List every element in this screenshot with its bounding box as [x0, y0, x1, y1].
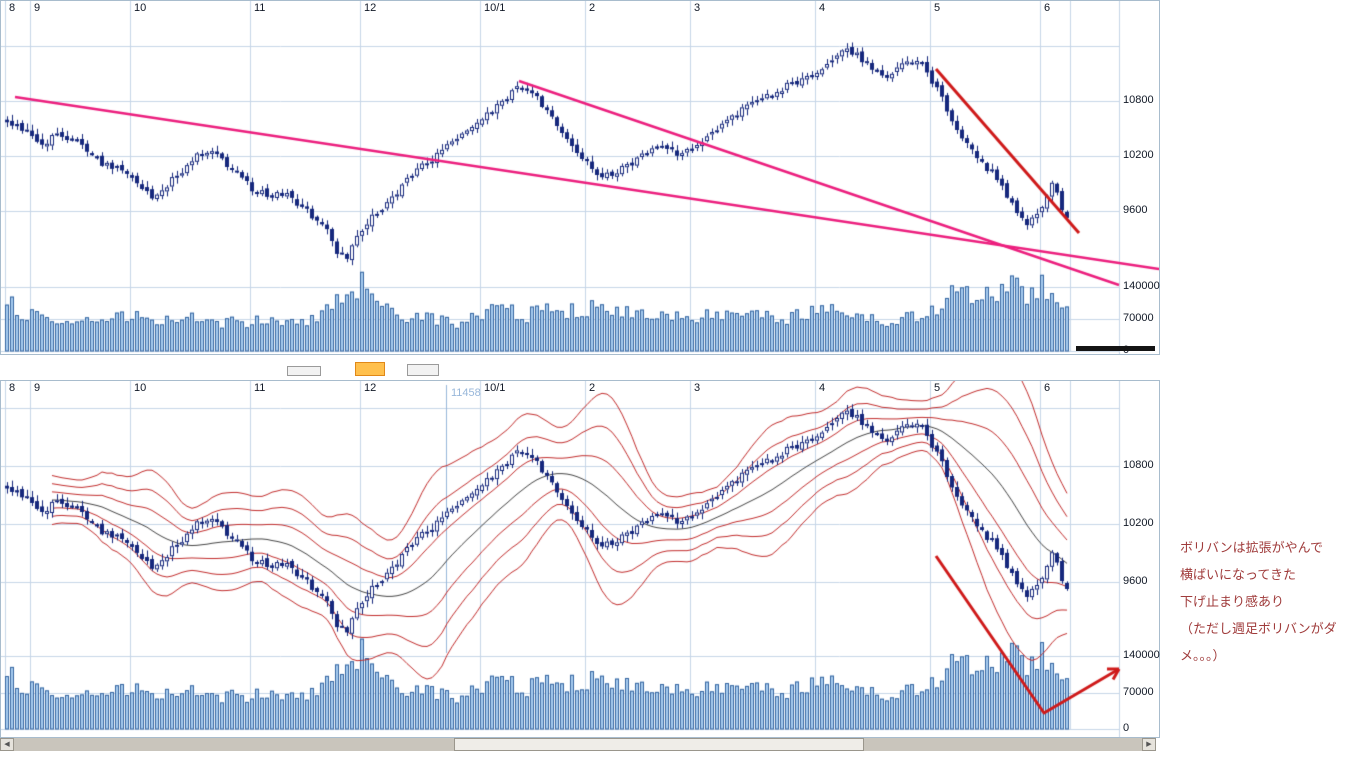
note-line-2: 横ばいになってきた [1180, 567, 1296, 582]
x-axis-label: 12 [364, 382, 377, 394]
y-axis-price-label: 10200 [1123, 149, 1154, 161]
x-axis-label: 6 [1044, 2, 1051, 14]
x-axis-label: 2 [589, 382, 596, 394]
scroll-right-button[interactable]: ▶ [1142, 738, 1156, 751]
y-axis-price-label: 9600 [1123, 204, 1148, 216]
y-axis-price-label: 10800 [1123, 459, 1154, 471]
toolbar-fragment-button[interactable] [407, 364, 439, 376]
x-axis-label: 10 [134, 2, 147, 14]
y-axis-volume-label: 70000 [1123, 686, 1154, 698]
daily-candlestick-chart-canvas[interactable] [1, 1, 1159, 354]
x-axis-label: 9 [34, 382, 41, 394]
x-axis-label: 5 [934, 382, 941, 394]
y-axis-volume-label: 140000 [1123, 280, 1160, 292]
x-axis-label: 5 [934, 2, 941, 14]
x-axis-label: 11 [254, 382, 266, 394]
toolbar-fragment-button[interactable] [287, 366, 321, 376]
x-axis-label: 8 [9, 2, 16, 14]
note-line-3: 下げ止まり感あり [1180, 594, 1285, 609]
x-axis-label: 11 [254, 2, 266, 14]
x-axis-label: 2 [589, 2, 596, 14]
x-axis-label: 10 [134, 382, 147, 394]
scrollbar-track[interactable] [14, 738, 1142, 751]
toolbar-fragment-highlighted-button[interactable] [355, 362, 385, 376]
analysis-note: ボリバンは拡張がやんで 横ばいになってきた 下げ止まり感あり （ただし週足ボリバ… [1180, 534, 1364, 669]
x-axis-label: 10/1 [484, 2, 506, 14]
y-axis-price-label: 9600 [1123, 575, 1148, 587]
bollinger-candlestick-chart-canvas[interactable] [1, 381, 1159, 737]
horizontal-scrollbar[interactable]: ◀ ▶ [0, 738, 1156, 751]
chart-bottom-divider-bar [1076, 346, 1155, 351]
x-axis-label: 12 [364, 2, 377, 14]
y-axis-price-label: 10800 [1123, 94, 1154, 106]
y-axis-volume-label: 0 [1123, 722, 1130, 734]
scroll-left-icon: ◀ [4, 741, 10, 748]
price-marker-label: 11458 [451, 387, 481, 399]
x-axis-label: 4 [819, 2, 826, 14]
x-axis-label: 8 [9, 382, 16, 394]
note-line-1: ボリバンは拡張がやんで [1180, 540, 1324, 555]
note-line-4: （ただし週足ボリバンがダ [1180, 621, 1337, 636]
y-axis-volume-label: 140000 [1123, 649, 1160, 661]
x-axis-label: 4 [819, 382, 826, 394]
scrollbar-thumb[interactable] [454, 738, 864, 751]
note-line-5: メ。。。） [1180, 648, 1226, 663]
scroll-left-button[interactable]: ◀ [0, 738, 14, 751]
daily-chart-panel: 8 9 10 11 12 10/1 2 3 4 5 6 10800 10200 9600 140000 700… [0, 0, 1160, 356]
x-axis-label: 3 [694, 2, 701, 14]
x-axis-label: 3 [694, 382, 701, 394]
x-axis-label: 6 [1044, 382, 1051, 394]
x-axis-label: 10/1 [484, 382, 506, 394]
scroll-right-icon: ▶ [1146, 741, 1152, 748]
toolbar-strip [0, 355, 1158, 380]
y-axis-price-label: 10200 [1123, 517, 1154, 529]
y-axis-volume-label: 70000 [1123, 312, 1154, 324]
bollinger-chart-panel: 11458 8 9 10 11 12 10/1 2 3 4 5 6 10800 10200 9600 140… [0, 380, 1160, 738]
x-axis-label: 9 [34, 2, 41, 14]
